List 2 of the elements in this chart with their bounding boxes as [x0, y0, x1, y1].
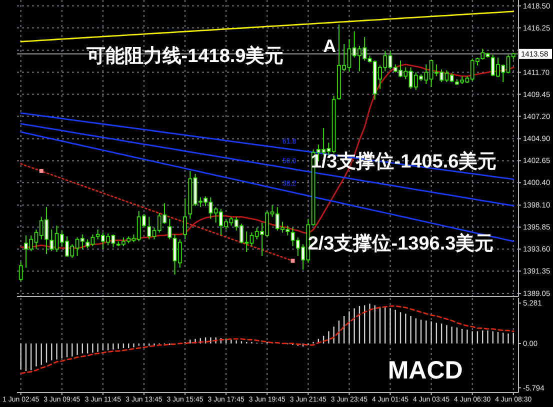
annotation: A — [323, 36, 336, 56]
annotation: MACD — [388, 356, 463, 384]
